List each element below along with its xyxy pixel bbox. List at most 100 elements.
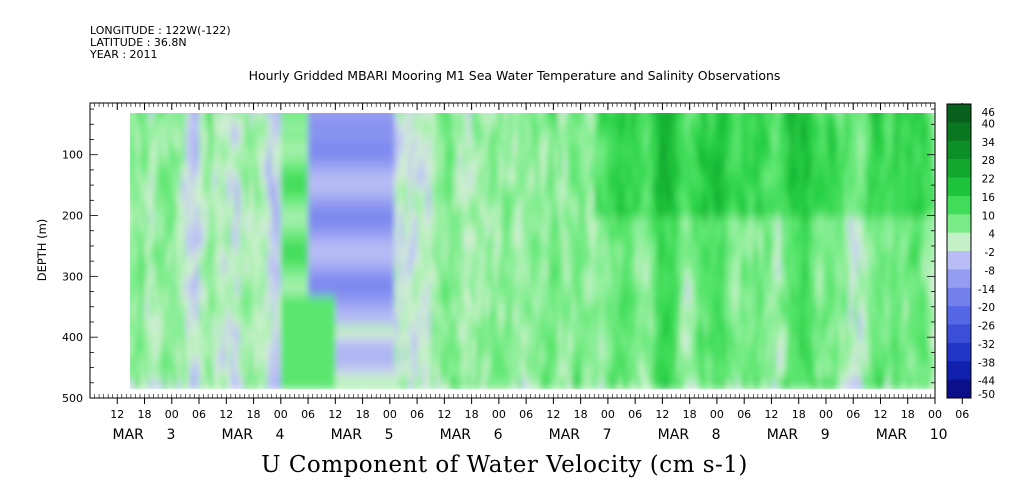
heatmap-cell — [462, 231, 468, 240]
heatmap-cell — [321, 288, 328, 297]
heatmap-cell — [508, 267, 514, 276]
heatmap-cell — [149, 296, 155, 304]
heatmap-cell — [539, 281, 546, 290]
heatmap-cell — [285, 310, 291, 319]
heatmap-cell — [557, 138, 564, 147]
heatmap-cell — [153, 124, 159, 133]
heatmap-cell — [548, 210, 555, 219]
heatmap-cell — [576, 181, 582, 190]
heatmap-cell — [167, 245, 173, 254]
heatmap-cell — [562, 145, 568, 154]
heatmap-cell — [471, 274, 477, 283]
heatmap-cell — [376, 245, 382, 254]
heatmap-cell — [598, 324, 605, 333]
heatmap-cell — [453, 253, 459, 262]
heatmap-cell — [448, 338, 455, 347]
heatmap-cell — [162, 267, 169, 276]
heatmap-cell — [135, 381, 141, 389]
heatmap-cell — [421, 245, 427, 254]
heatmap-cell — [589, 181, 596, 190]
heatmap-cell — [689, 274, 696, 283]
heatmap-cell — [539, 167, 546, 176]
heatmap-cell — [140, 224, 146, 233]
heatmap-cell — [408, 267, 414, 276]
heatmap-cell — [535, 131, 541, 140]
heatmap-cell — [621, 381, 627, 389]
heatmap-cell — [530, 124, 537, 133]
heatmap-cell — [262, 231, 268, 240]
heatmap-cell — [185, 310, 191, 319]
heatmap-cell — [303, 181, 309, 190]
heatmap-cell — [217, 267, 223, 276]
heatmap-cell — [349, 367, 355, 376]
heatmap-cell — [580, 288, 586, 297]
heatmap-cell — [385, 260, 391, 269]
heatmap-cell — [417, 195, 423, 204]
heatmap-cell — [494, 353, 500, 362]
heatmap-cell — [253, 181, 259, 190]
heatmap-cell — [635, 288, 641, 297]
heatmap-cell — [676, 353, 682, 362]
heatmap-cell — [430, 324, 437, 333]
heatmap-cell — [657, 217, 664, 226]
heatmap-cell — [330, 145, 337, 154]
heatmap-cell — [598, 224, 605, 233]
heatmap-cell — [285, 117, 291, 126]
heatmap-cell — [612, 145, 618, 154]
heatmap-cell — [199, 138, 205, 147]
heatmap-cell — [408, 224, 414, 233]
heatmap-cell — [512, 346, 518, 354]
heatmap-cell — [362, 324, 368, 333]
heatmap-cell — [580, 303, 586, 312]
heatmap-cell — [580, 274, 586, 283]
heatmap-cell — [603, 138, 609, 147]
heatmap-cell — [576, 338, 582, 347]
heatmap-cell — [371, 167, 378, 176]
heatmap-cell — [244, 367, 250, 376]
heatmap-cell — [294, 267, 300, 276]
heatmap-cell — [130, 167, 137, 176]
heatmap-cell — [294, 117, 300, 126]
heatmap-cell — [662, 281, 668, 290]
heatmap-cell — [548, 360, 555, 369]
heatmap-cell — [130, 181, 132, 190]
heatmap-cell — [130, 374, 132, 383]
heatmap-cell — [580, 203, 586, 212]
heatmap-cell — [135, 167, 141, 176]
heatmap-cell — [485, 360, 491, 369]
heatmap-cell — [635, 181, 641, 190]
heatmap-cell — [317, 224, 323, 233]
heatmap-cell — [294, 331, 300, 340]
heatmap-cell — [480, 260, 487, 269]
heatmap-cell — [567, 381, 573, 389]
heatmap-cell — [662, 260, 668, 269]
heatmap-cell — [330, 324, 337, 333]
heatmap-cell — [685, 124, 691, 133]
heatmap-cell — [208, 203, 214, 212]
heatmap-cell — [562, 245, 568, 254]
heatmap-cell — [276, 374, 282, 383]
heatmap-cell — [626, 245, 632, 254]
heatmap-cell — [653, 131, 659, 140]
heatmap-cell — [662, 253, 668, 262]
heatmap-cell — [258, 260, 264, 269]
heatmap-cell — [258, 338, 264, 347]
heatmap-cell — [171, 374, 178, 383]
heatmap-cell — [253, 303, 259, 312]
heatmap-cell — [585, 245, 591, 254]
heatmap-cell — [453, 117, 459, 126]
heatmap-cell — [594, 253, 600, 262]
heatmap-cell — [362, 145, 368, 154]
heatmap-cell — [635, 210, 641, 219]
heatmap-cell — [167, 238, 173, 247]
heatmap-cell — [421, 145, 427, 154]
heatmap-cell — [171, 281, 178, 290]
heatmap-cell — [189, 367, 196, 376]
heatmap-cell — [335, 210, 341, 219]
heatmap-cell — [517, 188, 523, 197]
heatmap-cell — [667, 181, 673, 190]
heatmap-cell — [258, 281, 264, 290]
heatmap-cell — [317, 274, 323, 283]
heatmap-cell — [162, 117, 169, 126]
heatmap-cell — [344, 381, 350, 389]
